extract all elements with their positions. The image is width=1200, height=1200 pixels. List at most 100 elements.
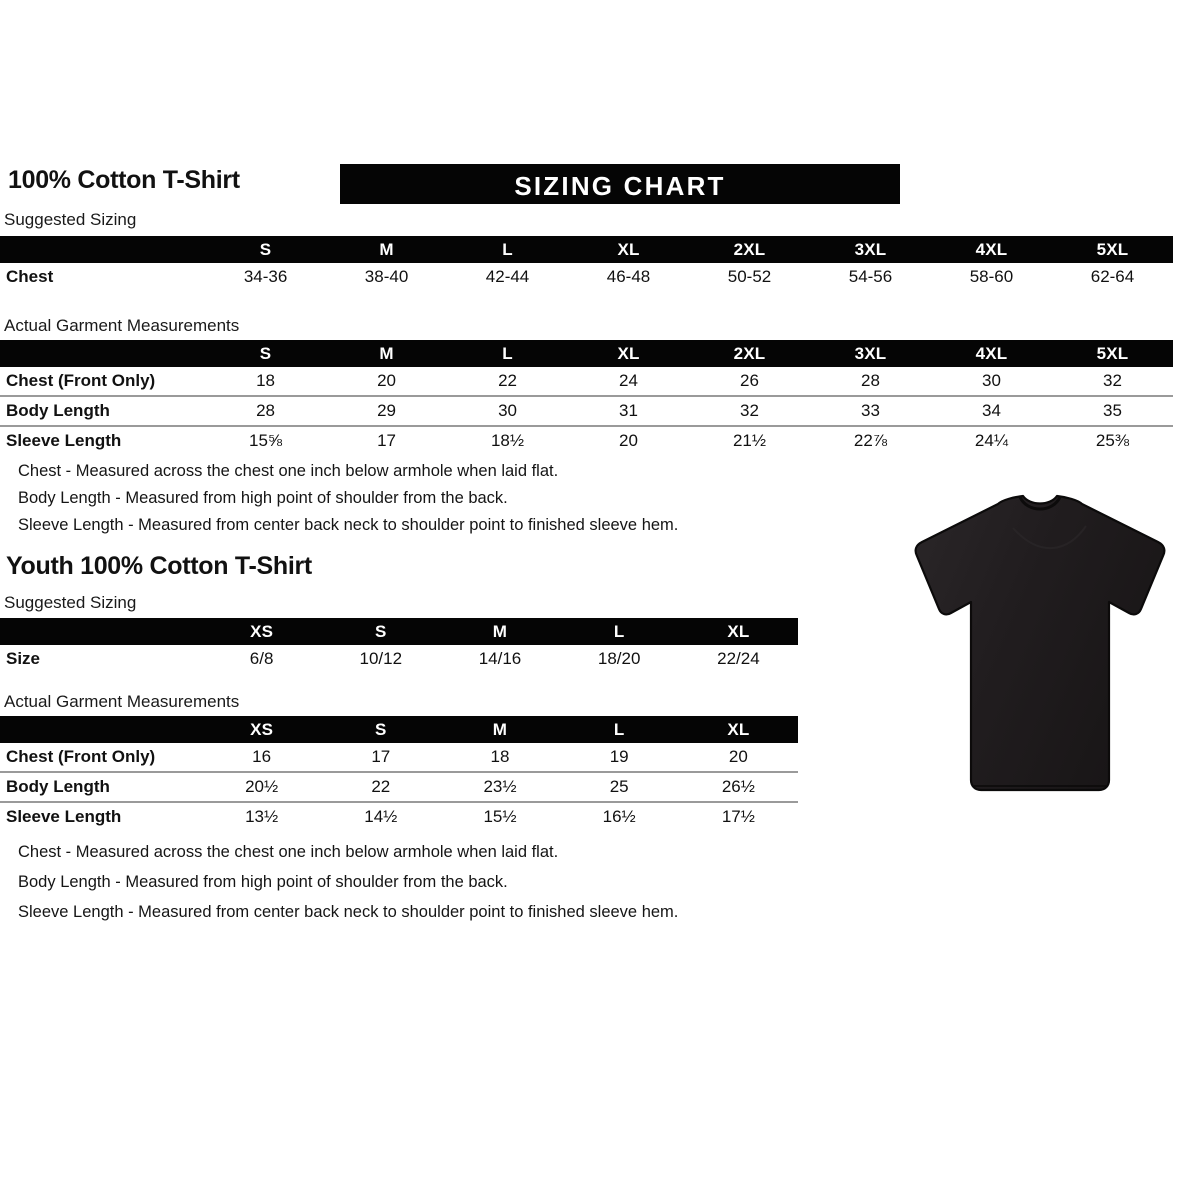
youth-suggested-sizing-table: XS S M L XL Size 6/8 10/12 14/16 18/20 2… xyxy=(0,618,798,673)
cell-m: 20 xyxy=(326,367,448,396)
column-header-m: M xyxy=(379,240,394,259)
cell-3xl: 33 xyxy=(809,395,931,426)
column-header-xl: XL xyxy=(727,622,750,641)
cell-l: 22 xyxy=(447,367,569,396)
cell-m: 14/16 xyxy=(440,645,560,673)
cell-s: 22 xyxy=(321,771,441,802)
table-header-row: S M L XL 2XL 3XL 4XL 5XL xyxy=(0,236,1173,263)
cell-l: 19 xyxy=(559,743,679,772)
cell-5xl: 35 xyxy=(1051,395,1173,426)
cell-2xl: 26 xyxy=(689,367,810,396)
column-header-4xl: 4XL xyxy=(975,344,1008,363)
cell-xl: 31 xyxy=(568,395,689,426)
cell-xs: 20½ xyxy=(202,771,322,802)
cell-xl: 26½ xyxy=(678,771,798,802)
black-tshirt-icon xyxy=(914,494,1166,792)
row-label: Body Length xyxy=(0,771,203,802)
row-label: Body Length xyxy=(0,395,206,426)
column-header-xl: XL xyxy=(617,344,640,363)
adult-note-body-length: Body Length - Measured from high point o… xyxy=(18,489,508,507)
tshirt-illustration xyxy=(890,480,1190,810)
column-header-3xl: 3XL xyxy=(854,344,887,363)
table-row: Body Length 28 29 30 31 32 33 34 35 xyxy=(0,395,1173,426)
cell-xl: 17½ xyxy=(678,801,798,831)
adult-note-sleeve-length: Sleeve Length - Measured from center bac… xyxy=(18,516,679,534)
youth-actual-measurements-caption: Actual Garment Measurements xyxy=(4,692,240,711)
cell-4xl: 30 xyxy=(930,367,1052,396)
cell-xl: 24 xyxy=(568,367,689,396)
cell-3xl: 22⅞ xyxy=(809,425,931,455)
youth-note-body-length: Body Length - Measured from high point o… xyxy=(18,873,508,891)
cell-l: 42-44 xyxy=(447,263,569,291)
adult-actual-measurements-caption: Actual Garment Measurements xyxy=(4,316,240,335)
cell-s: 15⅝ xyxy=(205,425,327,455)
cell-2xl: 21½ xyxy=(689,425,810,455)
cell-xs: 6/8 xyxy=(202,645,322,673)
adult-note-chest: Chest - Measured across the chest one in… xyxy=(18,462,559,480)
table-row: Size 6/8 10/12 14/16 18/20 22/24 xyxy=(0,645,798,673)
adult-product-title: 100% Cotton T-Shirt xyxy=(8,166,240,194)
column-header-m: M xyxy=(492,622,508,641)
cell-xl: 20 xyxy=(678,743,798,772)
column-header-l: L xyxy=(613,720,625,739)
row-label: Size xyxy=(0,645,203,673)
cell-4xl: 24¼ xyxy=(930,425,1052,455)
column-header-s: S xyxy=(259,344,272,363)
cell-s: 18 xyxy=(205,367,327,396)
column-header-xs: XS xyxy=(250,720,274,739)
cell-s: 17 xyxy=(321,743,441,772)
row-label: Chest (Front Only) xyxy=(0,367,206,396)
column-header-l: L xyxy=(502,240,513,259)
cell-s: 28 xyxy=(205,395,327,426)
cell-3xl: 28 xyxy=(809,367,931,396)
column-header-lead xyxy=(0,340,205,367)
column-header-s: S xyxy=(259,240,272,259)
youth-suggested-sizing-caption: Suggested Sizing xyxy=(4,593,137,612)
column-header-xl: XL xyxy=(727,720,750,739)
cell-xs: 13½ xyxy=(202,801,322,831)
table-row: Chest (Front Only) 16 17 18 19 20 xyxy=(0,743,798,772)
cell-s: 34-36 xyxy=(205,263,327,291)
cell-s: 14½ xyxy=(321,801,441,831)
table-row: Chest 34-36 38-40 42-44 46-48 50-52 54-5… xyxy=(0,263,1173,291)
cell-l: 18/20 xyxy=(559,645,679,673)
cell-5xl: 62-64 xyxy=(1051,263,1173,291)
cell-m: 17 xyxy=(326,425,448,455)
cell-xl: 20 xyxy=(568,425,689,455)
cell-m: 15½ xyxy=(440,801,560,831)
youth-actual-measurements-table: XS S M L XL Chest (Front Only) 16 17 18 … xyxy=(0,716,798,831)
row-label: Sleeve Length xyxy=(0,801,203,831)
column-header-4xl: 4XL xyxy=(975,240,1008,259)
column-header-s: S xyxy=(375,622,387,641)
cell-m: 18 xyxy=(440,743,560,772)
row-label: Sleeve Length xyxy=(0,425,206,455)
cell-3xl: 54-56 xyxy=(809,263,931,291)
cell-m: 29 xyxy=(326,395,448,426)
cell-l: 16½ xyxy=(559,801,679,831)
youth-note-sleeve-length: Sleeve Length - Measured from center bac… xyxy=(18,903,679,921)
table-row: Sleeve Length 15⅝ 17 18½ 20 21½ 22⅞ 24¼ … xyxy=(0,425,1173,455)
sizing-chart-title-bar: SIZING CHART xyxy=(340,164,900,204)
cell-l: 25 xyxy=(559,771,679,802)
column-header-2xl: 2XL xyxy=(733,240,766,259)
column-header-lead xyxy=(0,618,202,645)
cell-4xl: 58-60 xyxy=(930,263,1052,291)
cell-m: 38-40 xyxy=(326,263,448,291)
cell-l: 18½ xyxy=(447,425,569,455)
table-header-row: XS S M L XL xyxy=(0,716,798,743)
cell-xl: 46-48 xyxy=(568,263,689,291)
cell-5xl: 25⅜ xyxy=(1051,425,1173,455)
column-header-l: L xyxy=(613,622,625,641)
column-header-m: M xyxy=(379,344,394,363)
row-label: Chest (Front Only) xyxy=(0,743,203,772)
column-header-s: S xyxy=(375,720,387,739)
sizing-chart-title: SIZING CHART xyxy=(514,171,726,201)
column-header-l: L xyxy=(502,344,513,363)
youth-product-title: Youth 100% Cotton T-Shirt xyxy=(6,552,312,580)
row-label: Chest xyxy=(0,263,206,291)
column-header-3xl: 3XL xyxy=(854,240,887,259)
cell-xs: 16 xyxy=(202,743,322,772)
cell-2xl: 32 xyxy=(689,395,810,426)
cell-4xl: 34 xyxy=(930,395,1052,426)
